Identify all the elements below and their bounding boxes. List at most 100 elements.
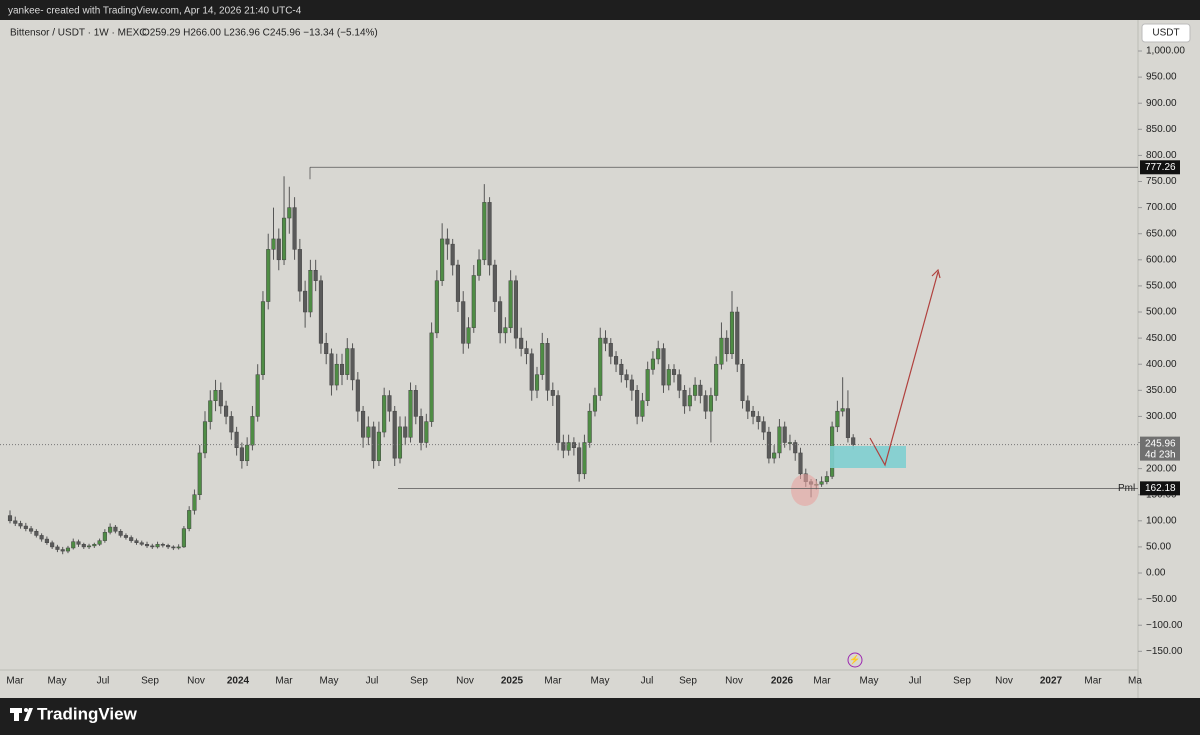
candle-body [835,410,840,428]
candle-body [845,408,850,438]
candle-body [245,444,250,462]
candle-body [382,395,387,433]
candle-body [266,249,271,302]
candle-body [18,523,23,527]
candle-body [476,259,482,276]
candle-body [171,546,176,549]
logo [10,708,33,721]
candle-body [682,390,687,407]
zone-box [830,446,906,468]
x-tick-label: Sep [679,676,697,687]
candle-body [440,238,445,281]
candle-body [397,426,403,459]
candle-body [756,416,761,422]
candle-body [793,442,798,454]
candle-body [487,202,492,266]
y-tick-label: −50.00 [1146,594,1177,605]
candle-body [766,431,771,459]
candle-body [92,544,97,547]
candle-body [160,544,165,546]
candle-body [366,426,371,438]
x-tick-label: Mar [6,676,24,687]
candle-body [287,207,292,219]
highlight-circle [791,474,819,506]
candle-body [450,243,455,266]
candle-body [23,525,28,529]
candle-body [361,410,366,438]
candle-body [498,301,503,334]
candle-body [666,369,671,386]
level-label-box [1140,481,1180,496]
candle-body [519,337,524,349]
currency: USDT [1152,28,1179,39]
candle-body [65,547,71,552]
candle-body [719,337,724,365]
y-tick-label: 650.00 [1146,228,1177,239]
candle-body [703,395,708,412]
arrow-head [931,268,941,279]
header: yankee- created with TradingView.com, Ap… [8,6,302,17]
candle-body [529,353,534,391]
x-tick-label: Jul [366,676,379,687]
candle-body [192,494,197,511]
y-tick-label: 950.00 [1146,72,1177,83]
candle-body [123,535,128,538]
candle-body [545,343,550,391]
x-tick-label: Sep [410,676,428,687]
candle-body [693,384,698,396]
candle-body [7,515,13,522]
candle-body [687,395,692,407]
candle-body [819,481,824,485]
candle-body [614,356,619,365]
candle-body [534,374,540,391]
candle-body [229,416,234,433]
candle-body [761,421,766,433]
last-price-label: 245.96 [1145,438,1176,449]
candle-body [329,353,334,386]
candle-body [108,526,113,533]
candle-body [376,431,381,462]
candle-body [234,431,239,448]
candle-body [677,374,682,391]
candle-body [318,280,323,344]
x-tick-label: Nov [725,676,743,687]
top-bar [0,0,1200,20]
candle-body [782,426,787,443]
candle-body [181,528,186,548]
candle-body [260,301,266,375]
y-tick-label: 700.00 [1146,202,1177,213]
candle-body [403,426,408,438]
candle-body [550,390,555,396]
candle-body [656,348,661,360]
x-tick-label: Mar [544,676,562,687]
event-icon[interactable] [847,652,863,668]
candle-body [619,363,624,375]
candle-body [751,410,756,417]
x-tick-label: Mar [275,676,293,687]
candle-body [187,510,192,529]
y-tick-label: 350.00 [1146,385,1177,396]
candle-body [471,275,476,328]
candle-body [81,544,86,548]
y-tick-label: 800.00 [1146,150,1177,161]
candle-body [777,426,782,454]
candle-body [729,311,735,355]
x-tick-label: Sep [141,676,159,687]
currency-button[interactable] [1141,23,1191,43]
candle-body [255,374,260,417]
candle-body [339,363,345,375]
x-tick-label: Jul [909,676,922,687]
y-tick-label: 200.00 [1146,463,1177,474]
level-label: 777.26 [1145,162,1176,173]
candle-body [714,363,719,396]
candle-body [87,545,92,548]
candle-body [134,540,139,543]
x-tick-label: Nov [995,676,1013,687]
candle-body [592,395,598,412]
countdown-label: 4d 23h [1145,449,1176,460]
y-tick-label: 300.00 [1146,411,1177,422]
candle-body [113,526,118,532]
candle-body [698,384,703,396]
candle-body [787,442,793,444]
